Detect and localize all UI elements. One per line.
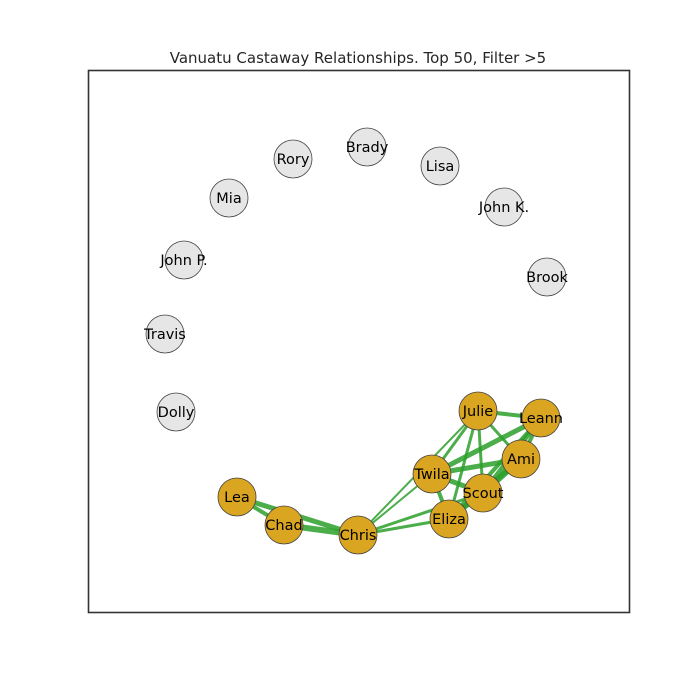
node-circle — [273, 139, 313, 179]
node-label: Julie — [462, 404, 494, 420]
node-circle — [484, 187, 524, 227]
node-eliza: Eliza — [429, 499, 469, 539]
node-circle — [527, 257, 567, 297]
node-mia: Mia — [209, 178, 249, 218]
node-chad: Chad — [264, 505, 304, 545]
node-circle — [164, 240, 204, 280]
node-circle — [209, 178, 249, 218]
nodes-layer: Brady Lisa John K. Brook Rory Mia John P. Travi… — [143, 127, 568, 555]
node-circle — [264, 505, 304, 545]
node-label: Leann — [519, 411, 563, 427]
node-scout: Scout — [463, 473, 504, 513]
node-circle — [429, 499, 469, 539]
node-label: Ami — [507, 452, 535, 468]
node-dolly: Dolly — [156, 392, 196, 432]
node-label: Brady — [346, 140, 389, 156]
edge-chris-scout — [356, 491, 485, 537]
node-label: Scout — [463, 486, 504, 502]
node-circle — [463, 473, 503, 513]
node-label: Rory — [277, 152, 310, 168]
node-circle — [338, 515, 378, 555]
edge-leann-twila — [429, 415, 544, 477]
node-rory: Rory — [273, 139, 313, 179]
node-brook: Brook — [526, 257, 568, 297]
edge-leann-eliza — [447, 416, 543, 521]
node-label: Brook — [526, 270, 568, 286]
node-label: John P. — [159, 253, 207, 269]
node-circle — [156, 392, 196, 432]
chart-title: Vanuatu Castaway Relationships. Top 50, … — [170, 49, 546, 67]
node-circle — [521, 398, 561, 438]
node-label: John K. — [478, 200, 529, 216]
node-circle — [412, 454, 452, 494]
node-john_k: John K. — [478, 187, 529, 227]
node-lisa: Lisa — [420, 146, 460, 186]
node-label: Lea — [224, 490, 250, 506]
node-label: Chad — [265, 518, 302, 534]
node-leann: Leann — [519, 398, 563, 438]
node-chris: Chris — [338, 515, 378, 555]
node-label: Dolly — [158, 405, 195, 421]
plot-frame — [87, 69, 631, 614]
node-circle — [420, 146, 460, 186]
node-label: Travis — [143, 327, 186, 343]
node-travis: Travis — [143, 314, 186, 354]
node-circle — [145, 314, 185, 354]
node-circle — [458, 391, 498, 431]
node-circle — [347, 127, 387, 167]
node-twila: Twila — [412, 454, 452, 494]
node-label: Eliza — [432, 512, 466, 528]
node-label: Lisa — [426, 159, 455, 175]
node-brady: Brady — [346, 127, 389, 167]
node-john_p: John P. — [159, 240, 208, 280]
node-label: Chris — [340, 528, 377, 544]
node-julie: Julie — [458, 391, 498, 431]
node-circle — [501, 439, 541, 479]
node-label: Twila — [413, 467, 449, 483]
node-circle — [217, 477, 257, 517]
node-label: Mia — [216, 191, 241, 207]
node-lea: Lea — [217, 477, 257, 517]
node-ami: Ami — [501, 439, 541, 479]
